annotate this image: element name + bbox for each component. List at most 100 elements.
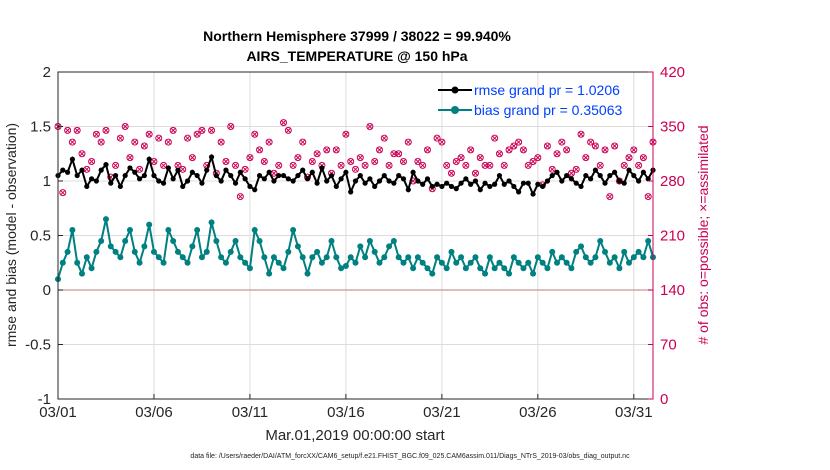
- obs-possible-point: [78, 150, 86, 158]
- bias-point: [630, 254, 637, 261]
- obs-possible-point: [59, 189, 67, 197]
- obs-possible-point: [361, 161, 369, 169]
- bias-point: [640, 254, 647, 261]
- bias-point: [179, 254, 186, 261]
- obs-assimilated-point: [184, 135, 191, 142]
- obs-assimilated-point: [597, 162, 604, 169]
- obs-possible-point: [126, 154, 134, 162]
- rmse-point: [511, 183, 517, 190]
- bias-point: [266, 270, 273, 277]
- obs-possible-point: [615, 177, 623, 185]
- obs-assimilated-point: [510, 143, 517, 149]
- bias-point: [496, 259, 503, 266]
- left-tick-label: 2: [43, 64, 51, 81]
- obs-assimilated-point: [482, 162, 488, 169]
- bias-point: [573, 248, 580, 255]
- obs-assimilated-point: [261, 158, 268, 165]
- rmse-point: [223, 167, 229, 173]
- obs-assimilated-point: [227, 123, 234, 130]
- obs-assimilated-point: [343, 131, 349, 138]
- bias-point: [414, 254, 421, 261]
- x-tick-label: 03/16: [327, 404, 365, 421]
- rmse-point: [477, 187, 483, 193]
- bias-point: [160, 259, 167, 266]
- obs-assimilated-point: [141, 143, 148, 149]
- obs-assimilated-point: [338, 162, 344, 169]
- obs-possible-point: [289, 161, 297, 169]
- rmse-point: [626, 167, 632, 173]
- rmse-point: [612, 169, 618, 175]
- obs-possible-point: [457, 154, 465, 162]
- bias-point: [453, 259, 460, 266]
- obs-possible-point: [294, 154, 302, 162]
- bias-point: [155, 254, 162, 261]
- bias-point: [549, 248, 556, 255]
- bias-point: [246, 265, 253, 272]
- obs-assimilated-point: [74, 127, 81, 134]
- bias-point: [194, 227, 201, 234]
- rmse-point: [381, 172, 387, 179]
- obs-possible-point: [236, 193, 244, 201]
- bias-point: [587, 259, 594, 266]
- rmse-point: [492, 181, 498, 187]
- bias-point: [141, 243, 148, 250]
- rmse-point: [439, 183, 445, 190]
- obs-assimilated-point: [424, 147, 431, 153]
- rmse-point: [597, 172, 603, 179]
- bias-point: [184, 259, 191, 266]
- obs-possible-point: [73, 126, 81, 134]
- rmse-point: [568, 176, 575, 182]
- bias-point: [318, 259, 325, 266]
- obs-possible-point: [193, 130, 201, 138]
- rmse-point: [64, 169, 71, 175]
- bias-point: [443, 265, 450, 272]
- bias-point: [501, 265, 508, 272]
- obs-assimilated-point: [175, 162, 181, 169]
- obs-assimilated-point: [179, 166, 186, 173]
- obs-possible-point: [356, 154, 364, 162]
- rmse-point: [285, 176, 291, 182]
- obs-possible-point: [208, 126, 216, 134]
- obs-possible-point: [160, 161, 168, 169]
- obs-possible-point: [198, 126, 206, 134]
- rmse-point: [98, 167, 104, 173]
- bias-point: [74, 259, 81, 266]
- rmse-point: [242, 176, 248, 182]
- x-tick-label: 03/06: [135, 404, 173, 421]
- obs-possible-point: [505, 146, 513, 154]
- rmse-point: [588, 176, 594, 182]
- rmse-point: [122, 172, 128, 179]
- rmse-point: [602, 180, 608, 186]
- obs-possible-point: [635, 161, 643, 169]
- bias-point: [112, 248, 119, 255]
- bias-point: [222, 259, 229, 266]
- bias-point: [165, 227, 172, 234]
- bias-point: [563, 259, 570, 266]
- bias-point: [280, 265, 287, 272]
- right-y-axis: 0 70 140 210 280 350 420: [648, 64, 685, 408]
- bias-point: [98, 237, 105, 244]
- rmse-point: [256, 172, 263, 179]
- obs-assimilated-point: [247, 154, 253, 161]
- rmse-point: [127, 165, 133, 171]
- obs-possible-point: [452, 158, 460, 166]
- rmse-point: [60, 167, 66, 173]
- bias-point: [482, 270, 489, 277]
- right-tick-label: 70: [660, 337, 677, 354]
- obs-assimilated-point: [515, 139, 522, 145]
- bias-point: [400, 259, 407, 266]
- rmse-point: [180, 183, 186, 190]
- rmse-point: [468, 181, 474, 187]
- obs-possible-point: [438, 138, 446, 146]
- obs-possible-point: [587, 138, 595, 146]
- obs-assimilated-point: [506, 147, 512, 153]
- legend-rmse-marker: [451, 86, 459, 94]
- rmse-point: [290, 178, 296, 184]
- rmse-point: [156, 178, 162, 184]
- obs-assimilated-point: [371, 158, 378, 165]
- obs-possible-point: [486, 161, 494, 169]
- rmse-point: [314, 180, 320, 186]
- bias-point: [93, 248, 100, 255]
- bias-point: [477, 265, 484, 272]
